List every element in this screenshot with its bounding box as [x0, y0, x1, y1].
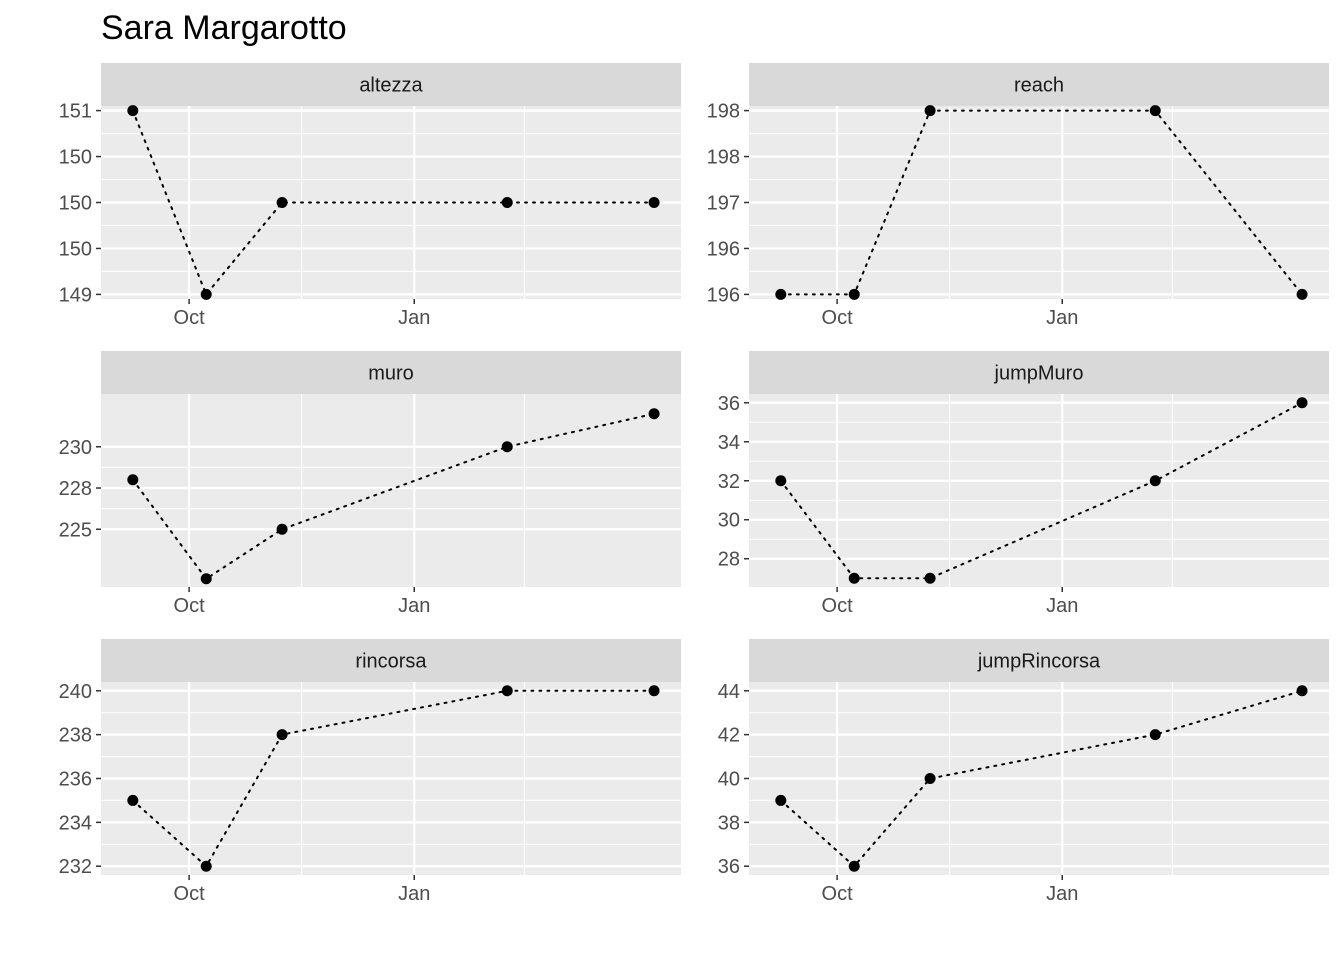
series-line	[779, 689, 1304, 868]
x-tick-label: Oct	[174, 883, 206, 905]
y-tick-label: 150	[59, 238, 92, 260]
facet-panel-jumpMuro: jumpMuro 36 34 32 30 28 Oct Jan	[718, 351, 1329, 617]
data-point	[924, 572, 936, 584]
y-tick-label: 149	[59, 284, 92, 306]
facet-strip-label: rincorsa	[355, 651, 427, 673]
series-line	[131, 109, 656, 297]
data-point	[648, 408, 660, 420]
x-tick-label: Jan	[1046, 595, 1078, 617]
facet-strip	[101, 63, 681, 106]
y-tick-label: 198	[707, 101, 740, 123]
x-tick-label: Jan	[398, 883, 430, 905]
x-tick-label: Jan	[398, 595, 430, 617]
series-line	[131, 412, 656, 581]
y-tick-label: 44	[718, 681, 740, 703]
data-point	[775, 475, 787, 487]
y-tick-label: 34	[718, 432, 740, 454]
y-tick-label: 150	[59, 193, 92, 215]
data-point	[1149, 105, 1161, 117]
chart-title: Sara Margarotto	[101, 9, 347, 47]
data-point	[848, 860, 860, 872]
y-tick-label: 236	[59, 769, 92, 791]
y-tick-label: 234	[59, 812, 92, 834]
data-point	[1296, 685, 1308, 697]
facet-strip	[749, 63, 1329, 106]
facet-panel-muro: muro 230 228 225 Oct Jan	[59, 351, 681, 617]
y-tick-label: 228	[59, 478, 92, 500]
x-tick-label: Jan	[398, 307, 430, 329]
x-tick-label: Oct	[174, 307, 206, 329]
data-point	[648, 685, 660, 697]
facet-panel-rincorsa: rincorsa 240 238 236 234 232 Oct Jan	[59, 639, 681, 905]
data-point	[127, 105, 139, 117]
data-point	[276, 523, 288, 535]
data-point	[276, 729, 288, 741]
y-tick-label: 225	[59, 519, 92, 541]
data-point	[501, 441, 513, 453]
y-tick-label: 36	[718, 856, 740, 878]
panel-background	[749, 394, 1329, 587]
facet-strip-label: muro	[368, 363, 414, 385]
data-point	[501, 685, 513, 697]
data-point	[276, 197, 288, 208]
data-point	[1149, 475, 1161, 487]
data-point	[501, 197, 513, 208]
data-point	[127, 474, 139, 486]
y-tick-label: 230	[59, 437, 92, 459]
data-point	[127, 794, 139, 806]
y-tick-label: 36	[718, 393, 740, 415]
facet-strip-label: jumpMuro	[994, 363, 1084, 385]
facet-strip	[101, 351, 681, 394]
x-tick-label: Oct	[174, 595, 206, 617]
data-point	[1296, 288, 1308, 300]
y-tick-label: 232	[59, 856, 92, 878]
panel-background	[101, 394, 681, 587]
x-tick-label: Jan	[1046, 307, 1078, 329]
data-point	[848, 288, 860, 300]
y-tick-label: 198	[707, 147, 740, 169]
y-tick-label: 240	[59, 681, 92, 703]
data-point	[648, 197, 660, 208]
y-tick-label: 42	[718, 725, 740, 747]
x-tick-label: Jan	[1046, 883, 1078, 905]
facet-panel-jumpRincorsa: jumpRincorsa 44 42 40 38 36 Oct Jan	[718, 639, 1329, 905]
y-tick-label: 238	[59, 725, 92, 747]
data-point	[200, 860, 212, 872]
facet-strip	[749, 351, 1329, 394]
data-point	[775, 794, 787, 806]
facet-strip	[749, 639, 1329, 682]
y-tick-label: 28	[718, 549, 740, 571]
facet-strip-label: reach	[1014, 75, 1064, 97]
y-tick-label: 196	[707, 284, 740, 306]
y-tick-label: 30	[718, 510, 740, 532]
data-point	[848, 572, 860, 584]
y-tick-label: 150	[59, 147, 92, 169]
data-point	[200, 288, 212, 300]
x-tick-label: Oct	[822, 307, 854, 329]
data-point	[924, 773, 936, 784]
facet-strip	[101, 639, 681, 682]
data-point	[924, 105, 936, 117]
y-tick-label: 38	[718, 812, 740, 834]
x-tick-label: Oct	[822, 883, 854, 905]
data-point	[775, 288, 787, 300]
facet-strip-label: altezza	[359, 75, 423, 97]
facet-panel-altezza: altezza 151 150 150 150 149 Oct Jan	[59, 63, 681, 329]
data-point	[1296, 397, 1308, 409]
y-tick-label: 196	[707, 238, 740, 260]
data-point	[200, 573, 212, 585]
data-point	[1149, 729, 1161, 741]
series-line	[779, 401, 1304, 580]
x-tick-label: Oct	[822, 595, 854, 617]
facet-panel-reach: reach 198 198 197 196 196 Oct Jan	[707, 63, 1329, 329]
y-tick-label: 32	[718, 471, 740, 493]
y-tick-label: 151	[59, 101, 92, 123]
y-tick-label: 40	[718, 769, 740, 791]
facet-strip-label: jumpRincorsa	[977, 651, 1101, 673]
y-tick-label: 197	[707, 193, 740, 215]
